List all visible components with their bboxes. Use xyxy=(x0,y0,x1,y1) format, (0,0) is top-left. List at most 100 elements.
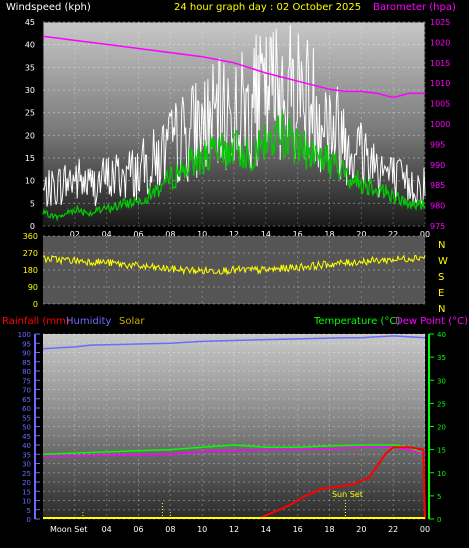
x-tick-label: 06 xyxy=(133,525,143,534)
x-tick-label: 04 xyxy=(102,525,112,534)
right-tick-label: 975 xyxy=(430,222,445,231)
left-tick-label: 50 xyxy=(22,424,31,432)
left-tick-label: 0 xyxy=(30,222,35,231)
rainfall-mm-line xyxy=(257,446,426,520)
right-tick-label: 995 xyxy=(430,140,445,149)
compass-label: N xyxy=(438,304,445,315)
x-tick-label: 06 xyxy=(133,230,143,239)
right-tick-label: 1000 xyxy=(430,120,450,129)
x-tick-label: 02 xyxy=(70,230,80,239)
windspeed-axis-label: Windspeed (kph) xyxy=(6,2,91,13)
left-tick-label: 65 xyxy=(22,396,31,404)
wind-gust-line xyxy=(42,24,426,207)
right-tick-label: 40 xyxy=(437,331,446,339)
left-tick-label: 30 xyxy=(22,461,31,469)
rainfall-axis-label: Rainfall (mm) xyxy=(2,316,70,327)
direction-tick-label: 180 xyxy=(23,266,38,275)
left-tick-label: 70 xyxy=(22,387,31,395)
compass-label: N xyxy=(438,240,445,251)
left-tick-label: 75 xyxy=(22,377,31,385)
left-tick-label: 5 xyxy=(27,507,31,515)
x-tick-label: 16 xyxy=(293,525,303,534)
right-tick-label: 0 xyxy=(437,516,441,524)
temperature-axis-label: Temperature (°C) xyxy=(313,316,400,327)
right-tick-label: 985 xyxy=(430,181,445,190)
x-tick-label: 14 xyxy=(261,525,271,534)
x-tick-label: 20 xyxy=(356,525,366,534)
left-tick-label: 95 xyxy=(22,340,31,348)
wind-direction-line xyxy=(42,254,426,276)
direction-tick-label: 90 xyxy=(28,283,38,292)
left-tick-label: 100 xyxy=(18,331,31,339)
left-tick-label: 30 xyxy=(25,86,35,95)
moon-set-label: Moon Set xyxy=(50,525,87,534)
left-tick-label: 25 xyxy=(22,470,31,478)
left-tick-label: 40 xyxy=(25,41,35,50)
left-tick-label: 55 xyxy=(22,414,31,422)
left-tick-label: 45 xyxy=(22,433,31,441)
compass-label: S xyxy=(438,272,444,283)
left-tick-label: 35 xyxy=(22,451,31,459)
x-tick-label: 18 xyxy=(324,525,334,534)
x-tick-label: 00 xyxy=(420,230,430,239)
compass-label: W xyxy=(438,256,448,267)
left-tick-label: 20 xyxy=(22,479,31,487)
right-tick-label: 980 xyxy=(430,202,445,211)
right-tick-label: 1025 xyxy=(430,18,450,27)
left-tick-label: 80 xyxy=(22,368,31,376)
left-tick-label: 90 xyxy=(22,350,31,358)
humidity-line xyxy=(42,335,426,350)
direction-tick-label: 0 xyxy=(33,300,38,309)
humidity-axis-label: Humidity xyxy=(66,316,111,327)
x-tick-label: 04 xyxy=(102,230,112,239)
left-tick-label: 25 xyxy=(25,109,35,118)
left-tick-label: 15 xyxy=(25,154,35,163)
compass-label: E xyxy=(438,288,444,299)
right-tick-label: 10 xyxy=(437,470,446,478)
right-tick-label: 1010 xyxy=(430,79,450,88)
x-tick-label: 12 xyxy=(229,230,239,239)
x-tick-label: 10 xyxy=(197,525,207,534)
x-tick-label: 22 xyxy=(388,230,398,239)
left-tick-label: 40 xyxy=(22,442,31,450)
x-tick-label: 22 xyxy=(388,525,398,534)
panel3-plot-area xyxy=(43,334,425,519)
x-tick-label: 18 xyxy=(324,230,334,239)
temperature-c-line xyxy=(42,444,426,456)
x-tick-label: 16 xyxy=(293,230,303,239)
right-tick-label: 1020 xyxy=(430,38,450,47)
left-tick-label: 10 xyxy=(25,177,35,186)
graph-title: 24 hour graph day : 02 October 2025 xyxy=(174,2,361,13)
solar-axis-label: Solar xyxy=(119,316,145,327)
sun-set-label: Sun Set xyxy=(332,490,363,499)
right-tick-label: 1005 xyxy=(430,100,450,109)
right-tick-label: 1015 xyxy=(430,59,450,68)
left-tick-label: 10 xyxy=(22,498,31,506)
right-tick-label: 5 xyxy=(437,493,441,501)
right-tick-label: 35 xyxy=(437,354,446,362)
x-tick-label: 10 xyxy=(197,230,207,239)
left-tick-label: 5 xyxy=(30,199,35,208)
left-tick-label: 45 xyxy=(25,18,35,27)
direction-tick-label: 360 xyxy=(23,232,38,241)
left-tick-label: 0 xyxy=(27,516,31,524)
direction-tick-label: 270 xyxy=(23,249,38,258)
dewpoint-axis-label: Dew Point (°C) xyxy=(395,316,468,327)
right-tick-label: 990 xyxy=(430,161,445,170)
right-tick-label: 30 xyxy=(437,377,446,385)
right-tick-label: 20 xyxy=(437,424,446,432)
left-tick-label: 35 xyxy=(25,63,35,72)
left-tick-label: 15 xyxy=(22,488,31,496)
barometer-line xyxy=(42,35,425,99)
wind-average-line xyxy=(42,109,426,222)
right-tick-label: 15 xyxy=(437,447,446,455)
left-tick-label: 60 xyxy=(22,405,31,413)
x-tick-label: 14 xyxy=(261,230,271,239)
left-tick-label: 20 xyxy=(25,131,35,140)
right-tick-label: 25 xyxy=(437,400,446,408)
x-tick-label: 08 xyxy=(165,230,175,239)
x-tick-label: 00 xyxy=(420,525,430,534)
barometer-axis-label: Barometer (hpa) xyxy=(373,2,456,13)
